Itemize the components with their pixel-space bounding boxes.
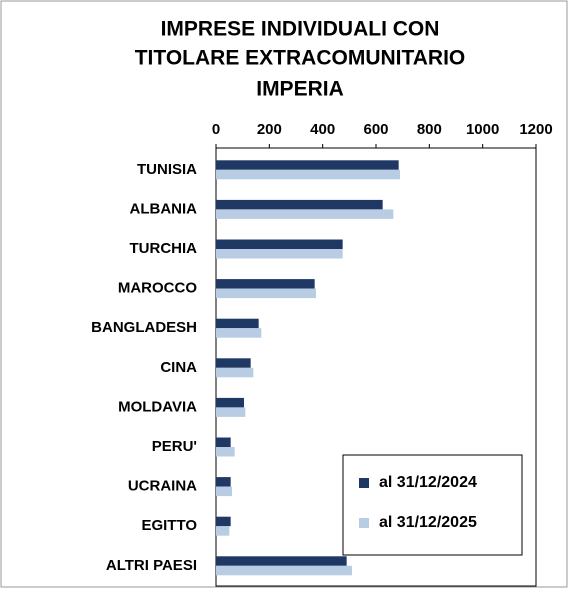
bar <box>216 288 316 299</box>
chart-title: IMPERIA <box>256 78 344 101</box>
y-tick-label: TUNISIA <box>137 161 197 178</box>
bar <box>216 437 231 447</box>
x-tick-label: 1200 <box>519 121 552 138</box>
y-tick-label: BANGLADESH <box>91 319 197 336</box>
x-tick-label: 200 <box>257 121 282 138</box>
bar <box>216 169 400 180</box>
bar <box>216 209 394 219</box>
y-tick-label: PERU' <box>152 438 197 455</box>
bar <box>216 239 343 249</box>
bar <box>216 249 343 259</box>
x-tick-label: 0 <box>212 121 220 138</box>
bar <box>216 407 246 417</box>
y-tick-label: UCRAINA <box>128 478 197 495</box>
legend-swatch <box>359 478 369 488</box>
x-tick-label: 400 <box>310 121 335 138</box>
bar <box>216 199 383 210</box>
y-tick-label: MOLDAVIA <box>118 398 197 415</box>
bar <box>216 526 230 536</box>
legend-swatch <box>359 518 369 528</box>
legend-box <box>342 454 523 556</box>
chart-title: IMPRESE INDIVIDUALI CON <box>161 18 440 41</box>
bar <box>216 318 259 329</box>
x-tick-label: 600 <box>363 121 388 138</box>
y-tick-label: EGITTO <box>141 517 197 534</box>
y-tick-label: CINA <box>160 359 197 376</box>
bar <box>216 279 315 289</box>
y-tick-label: TURCHIA <box>130 240 198 257</box>
bar <box>216 477 231 487</box>
bar <box>216 556 347 566</box>
bar <box>216 516 231 527</box>
bar <box>216 447 235 457</box>
bar <box>216 397 244 408</box>
y-tick-label: MAROCCO <box>118 280 197 297</box>
y-tick-label: ALBANIA <box>130 200 198 217</box>
legend-label: al 31/12/2024 <box>379 474 477 491</box>
bar <box>216 358 251 368</box>
x-tick-label: 1000 <box>466 121 499 138</box>
bar <box>216 160 399 170</box>
chart-title: TITOLARE EXTRACOMUNITARIO <box>135 47 466 70</box>
x-tick-label: 800 <box>417 121 442 138</box>
bar <box>216 328 262 338</box>
bar <box>216 565 352 576</box>
legend-label: al 31/12/2025 <box>379 514 477 531</box>
bar <box>216 367 254 378</box>
y-tick-label: ALTRI PAESI <box>106 557 197 574</box>
bar <box>216 486 232 497</box>
